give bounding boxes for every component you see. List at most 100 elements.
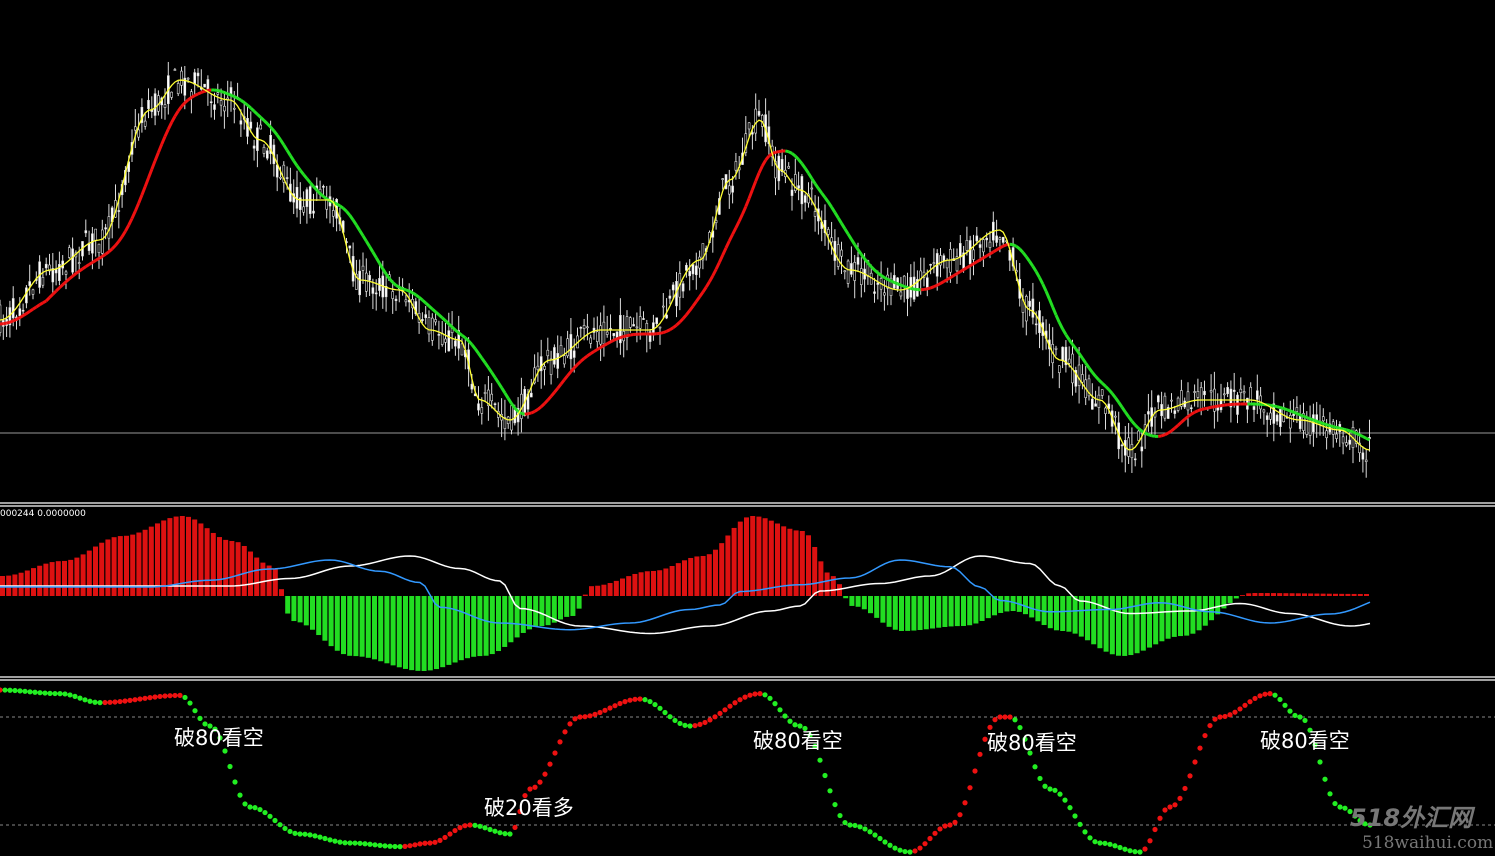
macd-histogram-bar — [737, 521, 743, 596]
macd-histogram-bar — [868, 596, 873, 614]
stochastic-point — [17, 688, 23, 694]
macd-histogram-bar — [49, 562, 55, 596]
macd-histogram-bar — [638, 572, 644, 596]
stochastic-point — [952, 819, 958, 825]
slow-ma-segment — [12, 318, 18, 323]
candle-body — [658, 326, 662, 329]
slow-ma-segment — [962, 266, 968, 271]
candle-body — [1190, 407, 1193, 409]
candle-body — [853, 262, 857, 281]
candle-body — [203, 83, 206, 88]
slow-ma-segment — [540, 402, 546, 408]
macd-histogram-bar — [502, 596, 508, 647]
candle-body — [394, 298, 398, 302]
slow-ma-segment — [371, 251, 378, 259]
slow-ma-segment — [760, 159, 767, 167]
slow-ma-segment — [246, 104, 252, 110]
slow-ma-segment — [150, 160, 157, 170]
candle-body — [424, 314, 428, 318]
candle-body — [572, 350, 576, 358]
candle-body — [850, 263, 853, 275]
slow-ma-segment — [820, 192, 827, 199]
slow-ma-segment — [411, 291, 417, 297]
slow-ma-segment — [473, 347, 480, 355]
stochastic-point — [217, 735, 223, 741]
candle-body — [91, 233, 94, 254]
macd-histogram-bar — [682, 560, 687, 596]
slow-ma-segment — [1081, 357, 1087, 364]
stochastic-point — [272, 817, 278, 824]
stochastic-point — [1042, 783, 1048, 789]
stochastic-point — [487, 826, 493, 833]
macd-histogram-bar — [18, 572, 24, 596]
candle-body — [780, 159, 784, 173]
candle-body — [302, 206, 305, 213]
stochastic-point — [1287, 708, 1293, 714]
candle-body — [1058, 365, 1061, 373]
stochastic-point — [277, 822, 283, 828]
stochastic-point — [267, 813, 273, 819]
stochastic-point — [1012, 717, 1018, 723]
stochastic-point — [997, 714, 1003, 720]
macd-histogram-bar — [86, 550, 92, 596]
slow-ma-segment — [900, 283, 905, 288]
stochastic-point — [122, 698, 128, 704]
candle-body — [510, 405, 513, 431]
stochastic-point — [1102, 840, 1108, 846]
slow-ma-segment — [500, 386, 507, 394]
candle-body — [1269, 412, 1272, 420]
macd-histogram-bar — [514, 596, 520, 638]
slow-ma-segment — [1358, 433, 1364, 438]
stochastic-point — [1127, 848, 1133, 854]
candle-body — [233, 107, 236, 110]
slow-ma-segment — [903, 284, 908, 289]
slow-ma-segment — [788, 150, 793, 155]
slow-ma-segment — [593, 348, 599, 353]
stochastic-point — [202, 721, 208, 727]
slow-ma-segment — [378, 262, 385, 270]
candle-body — [1229, 388, 1233, 408]
macd-histogram-bar — [1029, 596, 1035, 618]
candle-body — [549, 358, 553, 375]
macd-histogram-bar — [793, 530, 799, 596]
candle-body — [364, 272, 368, 292]
slow-ma-segment — [681, 313, 688, 320]
stochastic-point — [827, 788, 833, 794]
candle-body — [84, 230, 88, 234]
macd-histogram-bar — [694, 556, 700, 596]
stochastic-point — [1212, 716, 1218, 722]
candle-body — [1064, 346, 1068, 366]
slow-ma-segment — [665, 328, 671, 333]
stochastic-point — [582, 714, 588, 720]
macd-histogram-bar — [731, 527, 737, 596]
macd-histogram-bar — [62, 560, 67, 596]
macd-histogram-bar — [1103, 596, 1109, 652]
candle-body — [1025, 296, 1028, 322]
slow-ma-segment — [51, 289, 58, 296]
candle-body — [223, 105, 226, 112]
candle-body — [421, 319, 424, 321]
slow-ma-segment — [1041, 283, 1048, 292]
slow-ma-segment — [94, 257, 100, 262]
slow-ma-segment — [764, 155, 771, 162]
stochastic-point — [372, 842, 378, 848]
slow-ma-segment — [1077, 352, 1084, 360]
slow-ma-segment — [566, 370, 573, 377]
candle-body — [454, 340, 457, 347]
stochastic-point — [252, 805, 258, 811]
candle-body — [1265, 415, 1269, 420]
stochastic-point — [1337, 804, 1343, 810]
candle-body — [1295, 407, 1299, 412]
stochastic-point — [772, 701, 778, 707]
candle-body — [988, 241, 992, 248]
slow-ma-segment — [1365, 436, 1371, 442]
macd-histogram-bar — [465, 596, 470, 659]
candle-body — [71, 248, 74, 273]
stochastic-point — [782, 713, 788, 719]
candle-body — [1279, 408, 1282, 427]
macd-histogram-bar — [961, 596, 966, 626]
slow-ma-segment — [98, 255, 104, 260]
stochastic-point — [142, 695, 148, 701]
macd-histogram-bar — [613, 580, 619, 596]
slow-ma-segment — [734, 220, 741, 229]
